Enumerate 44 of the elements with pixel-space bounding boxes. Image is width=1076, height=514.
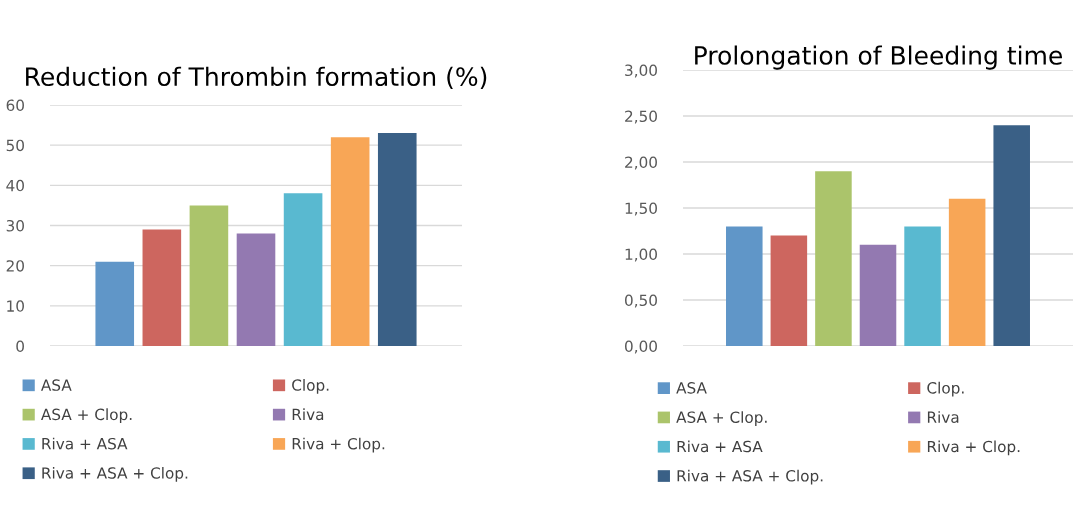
bar bbox=[904, 226, 941, 346]
bar bbox=[236, 233, 276, 346]
bar bbox=[189, 205, 229, 346]
y-tick-label: 20 bbox=[6, 260, 24, 272]
bar bbox=[859, 244, 897, 346]
bar bbox=[142, 229, 182, 346]
y-tick-label: 0 bbox=[16, 340, 24, 353]
y-tick-label: 30 bbox=[6, 219, 24, 232]
y-tick-label: 50 bbox=[6, 139, 24, 152]
bar bbox=[770, 235, 808, 346]
y-tick-label: 60 bbox=[6, 99, 24, 112]
legend-label: Riva bbox=[927, 411, 959, 423]
bar bbox=[726, 226, 763, 346]
chart-title: Prolongation of Bleeding time bbox=[695, 45, 1062, 70]
legend-label: Riva + ASA bbox=[42, 437, 128, 450]
legend-label: Clop. bbox=[292, 379, 329, 394]
legend-label: Clop. bbox=[927, 381, 964, 397]
legend-label: ASA + Clop. bbox=[676, 411, 767, 426]
legend-label: Riva + ASA bbox=[677, 440, 763, 453]
y-tick-label: 1,00 bbox=[625, 248, 657, 262]
y-tick-label: 2,00 bbox=[625, 156, 657, 170]
bar bbox=[815, 171, 852, 346]
y-tick-label: 0,50 bbox=[624, 294, 657, 308]
bar bbox=[993, 125, 1030, 346]
bar bbox=[948, 198, 986, 346]
legend-label: Riva + Clop. bbox=[927, 440, 1020, 456]
bar bbox=[330, 137, 370, 346]
legend-label: Riva bbox=[292, 408, 324, 421]
legend-label: ASA + Clop. bbox=[41, 408, 132, 424]
y-tick-label: 3,00 bbox=[625, 64, 657, 78]
y-tick-label: 10 bbox=[7, 300, 24, 312]
y-tick-label: 0,00 bbox=[624, 340, 657, 354]
legend-label: ASA bbox=[41, 379, 72, 391]
y-tick-label: 2,50 bbox=[625, 110, 657, 124]
legend-label: Riva + ASA + Clop. bbox=[42, 466, 188, 482]
y-tick-label: 40 bbox=[6, 179, 24, 192]
legend-label: ASA bbox=[676, 382, 707, 394]
bar bbox=[283, 193, 323, 346]
legend-label: Riva + Clop. bbox=[292, 437, 385, 453]
y-tick-label: 1,50 bbox=[625, 202, 657, 216]
bar bbox=[377, 133, 417, 346]
legend-label: Riva + ASA + Clop. bbox=[677, 469, 823, 485]
chart-title: Reduction of Thrombin formation (%) bbox=[26, 66, 487, 90]
bar bbox=[95, 261, 135, 346]
